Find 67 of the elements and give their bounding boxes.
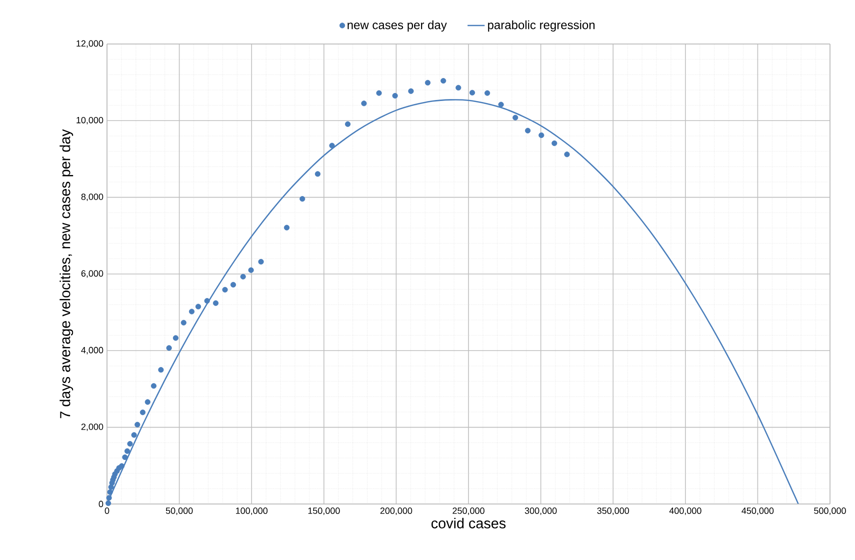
y-tick-label: 10,000 <box>76 116 104 124</box>
point <box>469 90 476 96</box>
point <box>122 454 128 460</box>
point <box>118 463 125 469</box>
point <box>144 399 150 405</box>
point <box>552 140 558 146</box>
point <box>484 90 490 96</box>
x-tick-label: 100,000 <box>236 508 268 515</box>
point <box>166 345 172 351</box>
point <box>106 495 112 501</box>
point <box>258 258 264 265</box>
point <box>512 114 518 120</box>
point <box>284 224 290 230</box>
x-tick-label: 150,000 <box>308 508 340 515</box>
point <box>314 171 320 177</box>
x-tick-label: 400,000 <box>669 508 702 515</box>
y-tick-label: 0 <box>98 500 104 508</box>
y-tick-label: 6,000 <box>81 270 104 278</box>
point <box>140 410 146 416</box>
point <box>498 102 504 108</box>
point <box>248 267 254 273</box>
point <box>329 142 335 148</box>
legend-label: parabolic regression <box>488 20 595 32</box>
point <box>440 78 446 84</box>
x-tick-label: 450,000 <box>742 508 774 515</box>
point <box>538 132 544 138</box>
point <box>361 100 367 106</box>
point <box>564 152 570 158</box>
point <box>195 304 202 310</box>
y-axis-title: 7 days average velocities, new cases per day <box>60 129 74 418</box>
point <box>222 286 228 293</box>
x-tick-label: 200,000 <box>380 508 412 515</box>
x-tick-label: 0 <box>104 508 110 514</box>
point <box>300 196 306 202</box>
point <box>172 335 178 341</box>
y-tick-label: 12,000 <box>76 40 104 48</box>
y-tick-label: 8,000 <box>81 194 104 202</box>
point <box>188 308 195 314</box>
point <box>456 84 462 90</box>
point <box>127 441 133 447</box>
point <box>150 383 157 389</box>
point <box>107 489 113 495</box>
legend-label: new cases per day <box>348 20 447 32</box>
point <box>106 500 112 506</box>
x-tick-label: 350,000 <box>597 508 630 515</box>
x-axis-title: covid cases <box>431 518 506 528</box>
x-tick-label: 50,000 <box>166 508 193 515</box>
x-tick-label: 250,000 <box>452 508 484 515</box>
x-tick-label: 500,000 <box>814 508 846 515</box>
point <box>392 92 398 99</box>
y-tick-label: 4,000 <box>81 346 104 354</box>
point <box>240 274 246 280</box>
point <box>424 80 431 86</box>
point <box>230 282 236 288</box>
x-tick-label: 300,000 <box>524 508 557 515</box>
point <box>131 432 137 438</box>
point <box>134 422 140 428</box>
point <box>124 448 130 454</box>
point <box>158 367 164 373</box>
point <box>344 121 351 127</box>
point <box>180 320 186 326</box>
point <box>524 128 531 134</box>
y-tick-label: 2,000 <box>81 424 104 432</box>
point <box>204 298 210 304</box>
point <box>376 90 382 96</box>
point <box>212 300 219 306</box>
point <box>408 88 414 94</box>
